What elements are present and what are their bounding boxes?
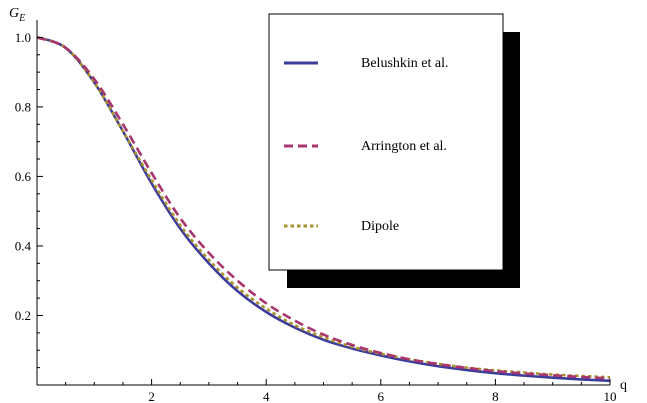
y-tick-label: 1.0 [15,30,31,45]
legend-label: Belushkin et al. [361,56,449,71]
x-tick-label: 10 [604,389,617,403]
legend-label: Arrington et al. [361,139,447,154]
x-axis-title: q [620,378,627,393]
legend: Belushkin et al. Arrington et al. Dipole [268,13,520,288]
y-tick-label: 0.6 [15,169,32,184]
plot-lines [36,36,611,383]
y-tick-label: 0.8 [15,99,31,114]
series-line-arrington-et-al [36,36,611,380]
y-axis-title: GE [9,6,25,24]
x-tick-label: 4 [263,389,270,403]
y-tick-label: 0.2 [15,308,31,323]
legend-box [268,13,504,271]
x-tick-label: 2 [148,389,155,403]
ticks: 2 4 6 8 10 0.2 0.4 0.6 0.8 1.0 [15,30,617,403]
y-tick-label: 0.4 [15,238,32,253]
x-tick-label: 8 [492,389,499,403]
x-tick-label: 6 [378,389,385,403]
legend-label: Dipole [361,219,399,234]
